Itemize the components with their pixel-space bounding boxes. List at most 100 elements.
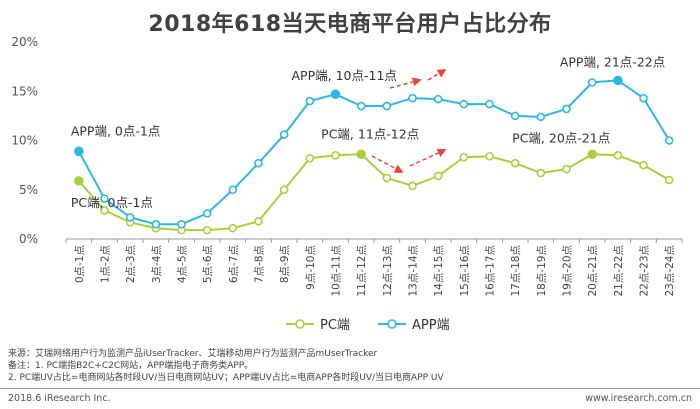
data-point [100,194,109,203]
data-annotation: APP端, 0点-1点 [71,123,161,138]
trend-arrow [427,69,447,81]
data-point [587,149,597,160]
data-point [125,213,135,222]
data-point [305,153,315,163]
data-point [279,185,289,195]
data-point [433,94,443,104]
y-tick-label: 5% [19,183,38,197]
data-point [100,206,109,215]
data-point [202,225,212,235]
data-annotation: APP端, 21点-22点 [560,54,665,69]
data-annotation: PC端, 11点-12点 [321,126,419,141]
trend-arrow [389,77,422,89]
x-tick-label: 12点-13点 [382,245,394,297]
data-point [485,151,494,161]
data-point [664,136,674,145]
data-point [202,209,212,218]
trend-arrow [371,155,404,173]
x-tick-label: 23点-24点 [664,245,676,297]
data-point [587,78,597,87]
data-point [74,146,84,157]
data-point [510,111,520,121]
data-point [254,216,263,226]
y-tick-label: 0% [19,232,38,246]
trend-arrows [371,69,447,173]
x-tick-label: 20点-21点 [587,245,599,297]
x-tick-label: 19点-20点 [562,245,574,297]
data-point [664,175,674,185]
x-tick-label: 8点-9点 [279,245,291,283]
data-point [254,158,263,168]
data-point [305,96,315,106]
data-point [356,101,366,111]
data-point [151,219,161,229]
legend-label: APP端 [412,318,450,333]
y-tick-label: 10% [11,134,38,148]
data-point [536,112,546,122]
chart-title: 2018年618当天电商平台用户占比分布 [148,12,552,37]
x-tick-label: 0点-1点 [74,245,86,283]
x-tick-label: 14点-15点 [433,245,445,297]
data-point [639,160,648,170]
x-tick-label: 5点-6点 [202,245,214,283]
x-tick-label: 17点-18点 [510,245,522,297]
x-tick-label: 16点-17点 [485,245,497,297]
y-tick-label: 15% [11,84,38,98]
y-axis: 0% 5% 10% 15% 20% [11,35,38,246]
data-point [562,104,571,114]
data-point [536,168,546,178]
remark-note-1: 备注：1. PC端指B2C+C2C网站，APP端指电子商务类APP。 [8,361,254,371]
x-tick-label: 4点-5点 [177,245,189,283]
data-point [459,152,469,162]
data-point [408,181,417,191]
data-annotation: PC端, 0点-1点 [71,195,153,210]
x-tick-label: 1点-2点 [100,245,112,283]
copyright: 2018.6 iResearch Inc. [8,393,111,404]
x-tick-label: 18点-19点 [536,245,548,297]
data-annotation: PC端, 20点-21点 [512,130,610,145]
data-point [356,149,366,160]
x-tick-label: 21点-22点 [613,245,625,297]
x-tick-label: 13点-14点 [408,245,420,297]
source-note: 来源：艾瑞网络用户行为监测产品iUserTracker、艾瑞移动用户行为监测产品… [8,349,378,359]
data-point [331,150,340,160]
footer-divider [0,388,700,389]
legend-swatch-marker [295,319,305,329]
remark-note-2: 2. PC端UV占比=电商网站各时段UV/当日电商网站UV；APP端UV占比=电… [8,373,444,383]
x-tick-label: 2点-3点 [125,245,137,283]
x-tick-label: 11点-12点 [356,245,368,297]
data-point [330,89,341,100]
trend-arrow [409,148,447,167]
data-point [74,176,84,186]
data-point [279,130,289,139]
data-point [408,93,417,103]
data-point [639,93,648,103]
legend-swatch-marker [387,319,397,329]
series-line [77,79,671,226]
x-tick-label: 10点-11点 [331,245,343,297]
x-axis: 0点-1点 1点-2点 2点-3点 3点-4点 4点-5点 5点-6点 6点-7点 7点-8点… [65,238,683,297]
data-point [382,173,392,183]
data-point [510,158,520,168]
data-point [485,99,494,109]
data-annotation: APP端, 10点-11点 [292,68,397,83]
data-point [177,219,186,229]
data-point [228,185,238,195]
data-point [228,223,238,233]
data-point [562,164,571,174]
data-point [459,99,469,109]
data-point [382,101,392,111]
x-tick-label: 3点-4点 [151,245,163,283]
series-layer [74,75,674,235]
x-tick-label: 6点-7点 [228,245,240,283]
legend-label: PC端 [320,318,350,333]
series-line [78,153,670,232]
x-tick-label: 9点-10点 [305,245,317,290]
website: www.iresearch.com.cn [585,393,692,404]
data-point [433,171,443,181]
legend: PC端 APP端 [286,318,450,333]
y-tick-label: 20% [11,35,38,49]
data-point [613,150,623,160]
annotation-layer: APP端, 0点-1点 PC端, 0点-1点 APP端, 10点-11点 PC端, 1… [71,54,665,209]
